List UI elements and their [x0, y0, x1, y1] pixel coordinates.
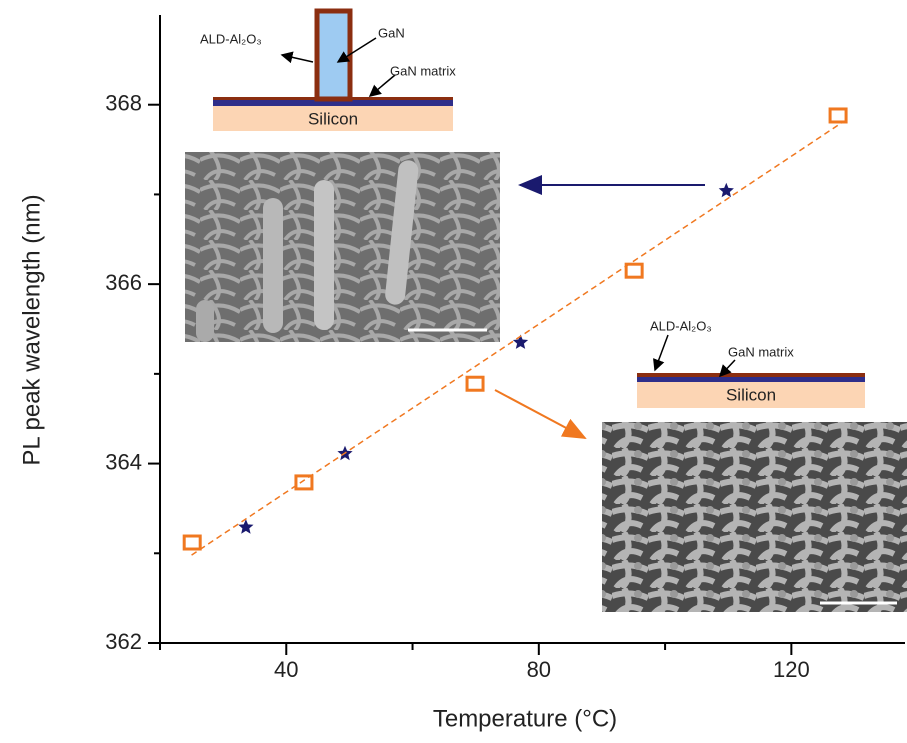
point: [182, 534, 202, 551]
point: [238, 519, 254, 534]
x-axis-label: Temperature (°C): [433, 705, 617, 732]
sem-pillars: [196, 160, 487, 342]
y-tick-label: 362: [105, 629, 142, 654]
point: [465, 375, 485, 392]
x-tick-label: 40: [274, 657, 298, 682]
point: [624, 262, 644, 279]
annotation: Silicon: [726, 385, 776, 404]
point: [294, 474, 314, 491]
annotation: GaN matrix: [728, 344, 794, 359]
x-tick-label: 120: [773, 657, 810, 682]
y-tick-label: 368: [105, 91, 142, 116]
y-axis-label: PL peak wavelength (nm): [18, 194, 45, 465]
annotation: ALD-Al₂O₃: [200, 31, 262, 46]
x-tick-label: 80: [527, 657, 551, 682]
point: [512, 334, 529, 349]
annotation: GaN: [378, 25, 405, 40]
pointer-arrow: [494, 389, 587, 439]
schematic-flat: [637, 334, 865, 408]
fit-line: [191, 122, 843, 556]
annotation: GaN matrix: [390, 63, 456, 78]
sem-image-flat: [602, 422, 907, 612]
point: [828, 107, 848, 124]
point: [718, 182, 734, 198]
y-tick-label: 364: [105, 449, 142, 474]
schematic-pillar: [213, 8, 453, 131]
annotation: Silicon: [308, 109, 358, 128]
y-tick-label: 366: [105, 270, 142, 295]
sem-image-pillars: [185, 152, 500, 342]
annotation: ALD-Al₂O₃: [650, 318, 712, 333]
